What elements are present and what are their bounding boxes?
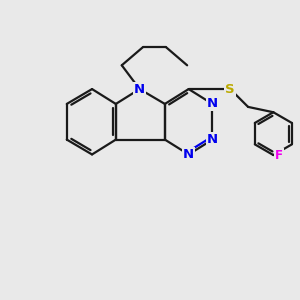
Text: N: N bbox=[183, 148, 194, 161]
Text: F: F bbox=[275, 148, 283, 162]
Text: N: N bbox=[134, 82, 145, 96]
Text: N: N bbox=[207, 98, 218, 110]
Text: N: N bbox=[207, 133, 218, 146]
Text: S: S bbox=[225, 82, 235, 96]
